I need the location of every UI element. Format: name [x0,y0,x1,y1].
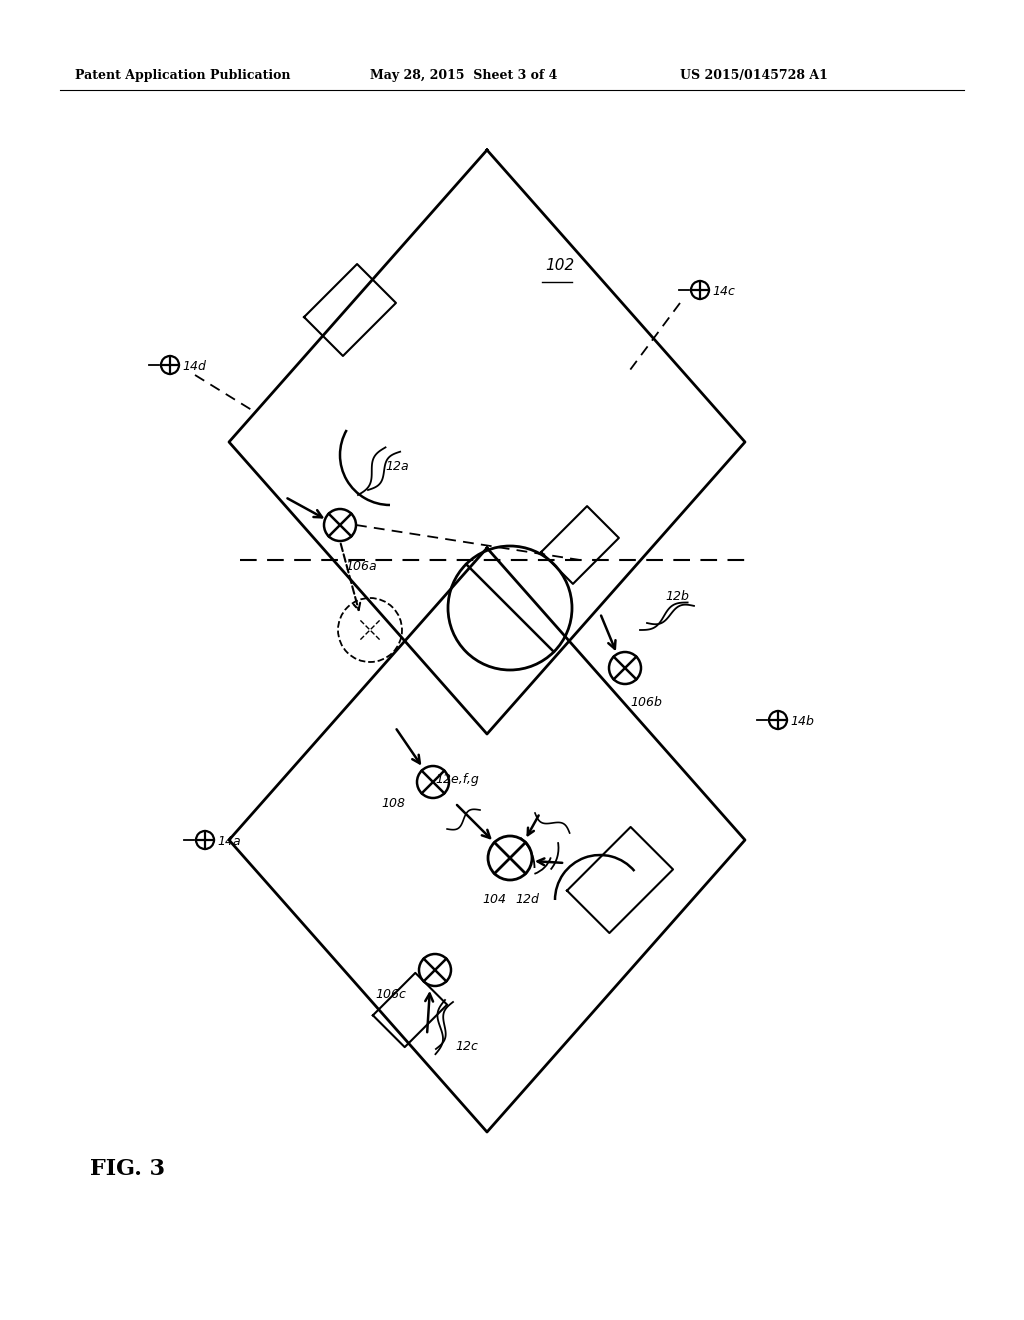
Text: 14d: 14d [182,360,206,374]
Text: May 28, 2015  Sheet 3 of 4: May 28, 2015 Sheet 3 of 4 [370,69,557,82]
Text: FIG. 3: FIG. 3 [90,1158,165,1180]
Text: Patent Application Publication: Patent Application Publication [75,69,291,82]
Text: 106c: 106c [375,987,406,1001]
Text: 14c: 14c [712,285,735,298]
Text: 12d: 12d [515,894,539,906]
Text: 12b: 12b [665,590,689,603]
Text: 12e,f,g: 12e,f,g [435,774,479,785]
Text: 14a: 14a [217,836,241,847]
Text: 14b: 14b [790,715,814,729]
Text: 104: 104 [482,894,506,906]
Text: 102: 102 [545,257,574,273]
Text: 106b: 106b [630,696,662,709]
Text: 108: 108 [381,797,406,810]
Text: 12c: 12c [455,1040,478,1053]
Text: 106a: 106a [345,560,377,573]
Text: 12a: 12a [385,459,409,473]
Text: US 2015/0145728 A1: US 2015/0145728 A1 [680,69,827,82]
